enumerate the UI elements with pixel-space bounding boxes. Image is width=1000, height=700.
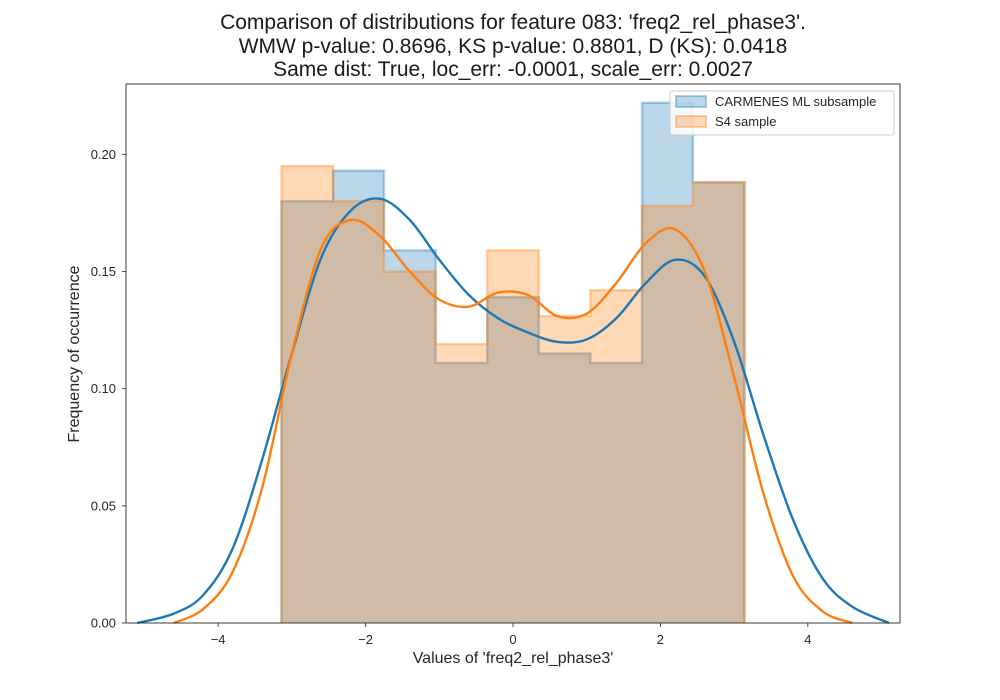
- hist-bar-1-2: [384, 271, 436, 623]
- hist-bar-1-5: [538, 316, 591, 623]
- hist-bar-0-0: [281, 201, 334, 623]
- hist-bar-1-7: [642, 205, 693, 623]
- y-axis-label: Frequency of occurrence: [66, 265, 83, 442]
- kde-line-1: [173, 218, 853, 625]
- x-tick-label: 0: [509, 632, 516, 647]
- y-tick-label: 0.00: [91, 616, 116, 631]
- x-tick-label: 4: [804, 632, 811, 647]
- plot-area: [126, 84, 900, 623]
- hist-bar-1-4: [487, 250, 539, 623]
- hist-bar-0-7: [642, 102, 693, 624]
- hist-bar-0-4: [487, 297, 539, 623]
- hist-bar-0-3: [435, 362, 488, 623]
- hist-bar-1-3: [435, 344, 488, 623]
- y-tick-label: 0.05: [91, 498, 116, 513]
- hist-bar-1-6: [590, 290, 642, 623]
- x-tick-label: 2: [657, 632, 664, 647]
- histogram-layer: [280, 101, 746, 624]
- title-line-2: WMW p-value: 0.8696, KS p-value: 0.8801,…: [239, 35, 788, 58]
- hist-bar-1-0: [281, 166, 334, 624]
- legend-swatch-s4: [675, 115, 707, 128]
- hist-bar-0-5: [538, 353, 591, 623]
- hist-bar-0-8: [692, 182, 745, 623]
- hist-bar-0-1: [333, 170, 384, 624]
- title-line-3: Same dist: True, loc_err: -0.0001, scale…: [273, 58, 753, 81]
- legend-box: [669, 90, 895, 136]
- legend-label-carmenes: CARMENES ML subsample: [715, 94, 876, 109]
- legend: CARMENES ML subsample S4 sample: [669, 90, 895, 136]
- y-axis-ticks: 0.00 0.05 0.10 0.15 0.20: [91, 147, 126, 631]
- y-tick-label: 0.15: [91, 264, 116, 279]
- x-axis-ticks: −4 −2 0 2 4: [211, 623, 811, 647]
- chart-title: Comparison of distributions for feature …: [220, 11, 806, 81]
- y-tick-label: 0.20: [91, 147, 116, 162]
- legend-swatch-carmenes: [675, 95, 707, 108]
- hist-bar-1-8: [692, 182, 745, 623]
- x-axis-label: Values of 'freq2_rel_phase3': [413, 650, 614, 667]
- x-tick-label: −2: [358, 632, 373, 647]
- y-tick-label: 0.10: [91, 381, 116, 396]
- title-line-1: Comparison of distributions for feature …: [220, 11, 806, 34]
- hist-bar-0-2: [384, 250, 436, 623]
- x-tick-label: −4: [211, 632, 226, 647]
- legend-label-s4: S4 sample: [715, 114, 776, 129]
- hist-bar-1-1: [333, 201, 384, 623]
- hist-outline-1: [280, 164, 746, 623]
- kde-line-0: [136, 197, 890, 625]
- kde-layer: [136, 197, 890, 625]
- hist-bar-0-6: [590, 362, 642, 623]
